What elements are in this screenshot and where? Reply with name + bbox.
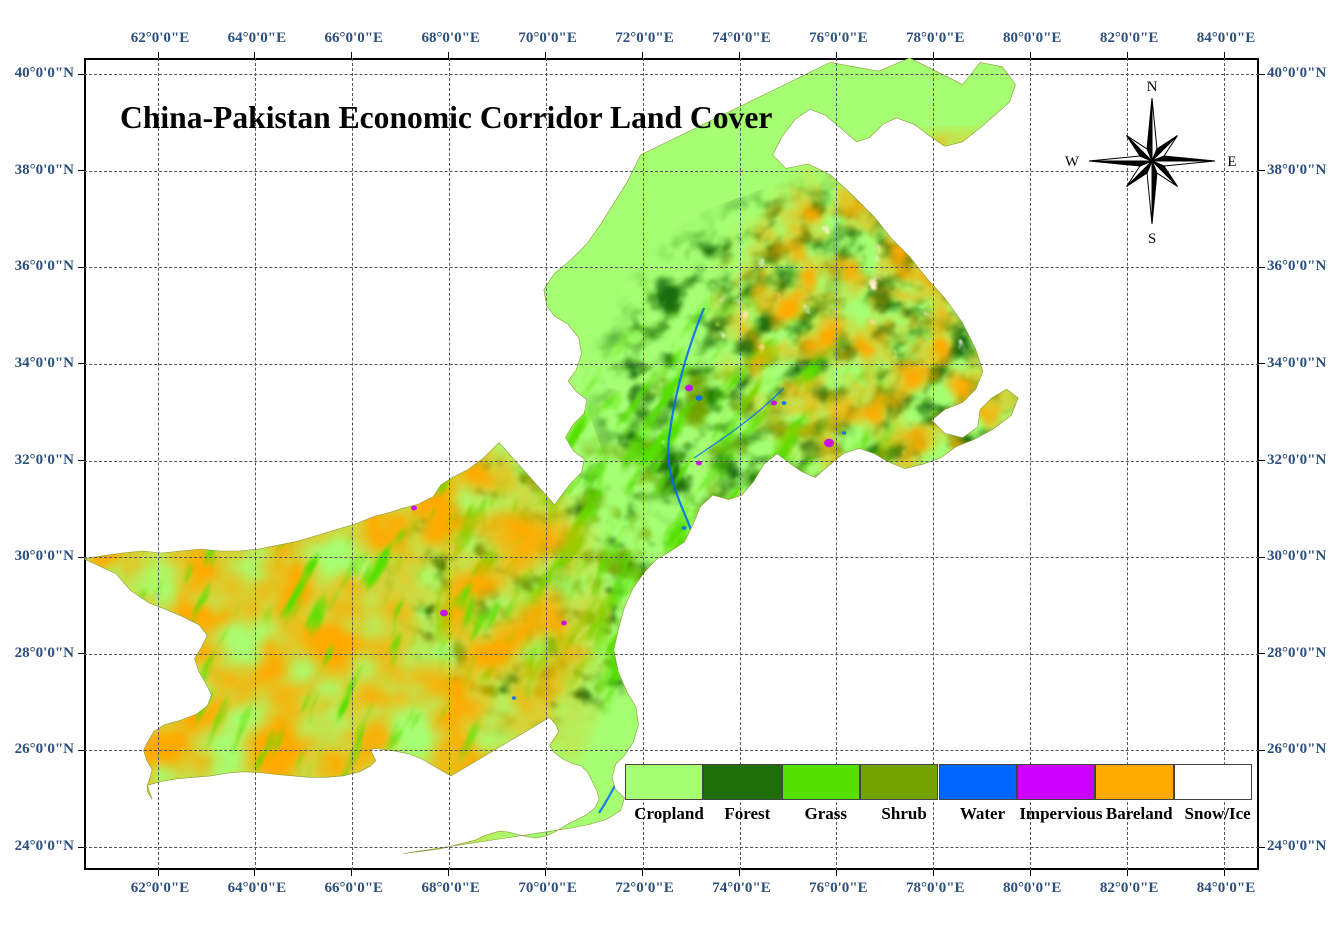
svg-text:S: S — [1148, 231, 1156, 247]
svg-text:N: N — [1147, 79, 1158, 95]
svg-text:E: E — [1227, 154, 1236, 170]
svg-text:W: W — [1065, 154, 1080, 170]
